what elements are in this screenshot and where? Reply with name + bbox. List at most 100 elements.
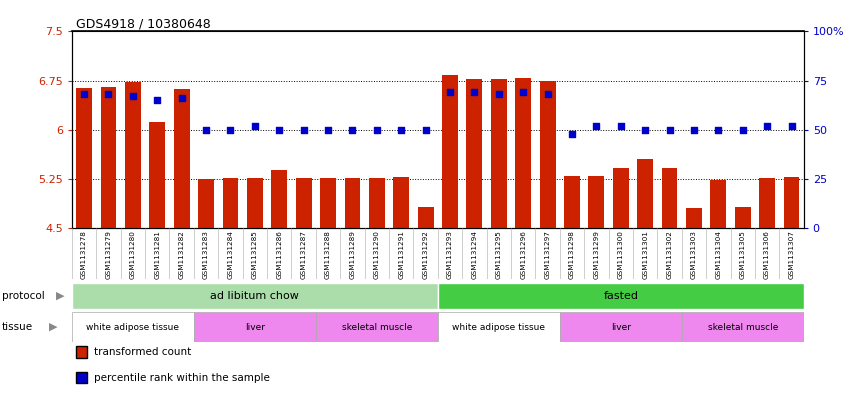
Bar <box>72 312 194 342</box>
Bar <box>662 168 678 228</box>
Point <box>248 123 261 129</box>
Text: GSM1131279: GSM1131279 <box>106 230 112 279</box>
Bar <box>491 79 507 228</box>
Text: white adipose tissue: white adipose tissue <box>86 323 179 332</box>
Text: GSM1131293: GSM1131293 <box>447 230 453 279</box>
Text: tissue: tissue <box>2 322 33 332</box>
Text: GSM1131289: GSM1131289 <box>349 230 355 279</box>
Point <box>614 123 628 129</box>
Bar <box>344 178 360 228</box>
Text: GSM1131284: GSM1131284 <box>228 230 233 279</box>
Bar <box>564 176 580 228</box>
Point <box>126 93 140 99</box>
Bar <box>101 87 117 228</box>
Point <box>394 127 408 133</box>
Point <box>272 127 286 133</box>
Bar <box>783 177 799 228</box>
Bar <box>198 179 214 228</box>
Text: GSM1131291: GSM1131291 <box>398 230 404 279</box>
Bar <box>560 312 682 342</box>
Point <box>419 127 432 133</box>
Text: skeletal muscle: skeletal muscle <box>342 323 412 332</box>
Text: GSM1131286: GSM1131286 <box>277 230 283 279</box>
Bar <box>438 312 560 342</box>
Point <box>443 89 457 95</box>
Point <box>541 91 554 97</box>
Bar <box>589 176 604 228</box>
Bar <box>125 82 140 228</box>
Point <box>321 127 335 133</box>
Text: GSM1131295: GSM1131295 <box>496 230 502 279</box>
Bar <box>418 207 433 228</box>
Point <box>223 127 237 133</box>
Text: GSM1131306: GSM1131306 <box>764 230 770 279</box>
Point <box>77 91 91 97</box>
Bar <box>222 178 239 228</box>
Point <box>711 127 725 133</box>
Text: GSM1131304: GSM1131304 <box>716 230 722 279</box>
Text: ad libitum chow: ad libitum chow <box>211 291 299 301</box>
Bar <box>686 208 702 228</box>
Bar <box>320 178 336 228</box>
Text: GSM1131281: GSM1131281 <box>154 230 160 279</box>
Text: GSM1131297: GSM1131297 <box>545 230 551 279</box>
Bar <box>540 81 556 228</box>
Point <box>736 127 750 133</box>
Point <box>297 127 310 133</box>
Bar <box>613 168 629 228</box>
Text: white adipose tissue: white adipose tissue <box>453 323 546 332</box>
Text: GSM1131296: GSM1131296 <box>520 230 526 279</box>
Bar <box>316 312 438 342</box>
Text: GSM1131300: GSM1131300 <box>618 230 624 279</box>
Point <box>492 91 506 97</box>
Text: ▶: ▶ <box>49 322 58 332</box>
Text: GSM1131280: GSM1131280 <box>130 230 136 279</box>
Bar <box>442 75 458 228</box>
Text: ▶: ▶ <box>56 290 64 301</box>
Bar <box>173 89 190 228</box>
Bar <box>247 178 263 228</box>
Point <box>346 127 360 133</box>
Text: skeletal muscle: skeletal muscle <box>707 323 778 332</box>
Bar <box>735 207 750 228</box>
Bar <box>682 312 804 342</box>
Text: fasted: fasted <box>603 291 638 301</box>
Text: transformed count: transformed count <box>94 347 191 357</box>
Text: GSM1131294: GSM1131294 <box>471 230 477 279</box>
Bar <box>637 159 653 228</box>
Point <box>370 127 383 133</box>
Point <box>175 95 189 101</box>
Point <box>565 130 579 137</box>
Point <box>639 127 652 133</box>
Text: protocol: protocol <box>2 290 45 301</box>
Point <box>516 89 530 95</box>
Point <box>662 127 676 133</box>
Point <box>590 123 603 129</box>
Text: GSM1131287: GSM1131287 <box>300 230 306 279</box>
Point <box>761 123 774 129</box>
Text: GSM1131299: GSM1131299 <box>593 230 599 279</box>
Text: GSM1131292: GSM1131292 <box>423 230 429 279</box>
Point <box>102 91 115 97</box>
Bar <box>194 312 316 342</box>
Text: GSM1131302: GSM1131302 <box>667 230 673 279</box>
Bar <box>393 177 409 228</box>
Text: GSM1131290: GSM1131290 <box>374 230 380 279</box>
Bar <box>515 78 531 228</box>
Bar <box>466 79 482 228</box>
Point <box>151 97 164 103</box>
Bar <box>272 170 287 228</box>
Bar <box>711 180 726 228</box>
Point <box>200 127 213 133</box>
Bar <box>759 178 775 228</box>
Text: GSM1131307: GSM1131307 <box>788 230 794 279</box>
Text: liver: liver <box>611 323 631 332</box>
Bar <box>369 178 385 228</box>
Text: GSM1131278: GSM1131278 <box>81 230 87 279</box>
Text: GSM1131285: GSM1131285 <box>252 230 258 279</box>
Text: percentile rank within the sample: percentile rank within the sample <box>94 373 270 382</box>
Text: GSM1131283: GSM1131283 <box>203 230 209 279</box>
Bar <box>296 178 311 228</box>
Text: GSM1131298: GSM1131298 <box>569 230 575 279</box>
Text: GSM1131301: GSM1131301 <box>642 230 648 279</box>
